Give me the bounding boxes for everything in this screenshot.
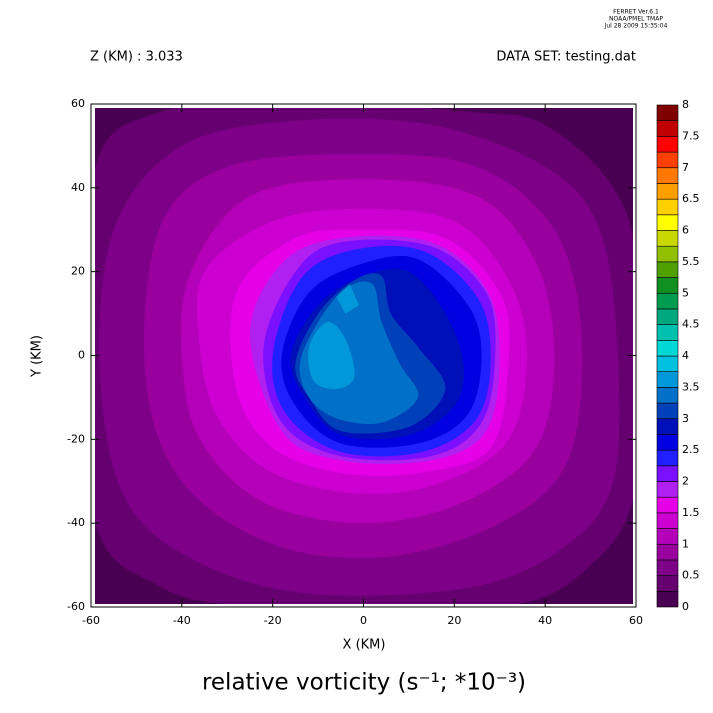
header-line: NOAA/PMEL TMAP	[609, 16, 663, 23]
colorbar-box	[656, 387, 679, 404]
colorbar-box	[656, 261, 679, 278]
colorbar-label: 2.5	[682, 443, 700, 456]
colorbar-label: 2	[682, 475, 689, 488]
colorbar-label: 3.5	[682, 380, 700, 393]
colorbar-box	[656, 402, 679, 420]
header-line: FERRET Ver.6.1	[613, 9, 659, 16]
colorbar-label: 4	[682, 349, 689, 362]
colorbar-box	[656, 512, 679, 529]
x-tick-label: 0	[360, 614, 367, 627]
contour-region	[336, 284, 359, 314]
colorbar-label: 6	[682, 224, 689, 237]
y-tick-label: 60	[71, 97, 85, 110]
subtitle-right: DATA SET: testing.dat	[496, 50, 636, 65]
colorbar-box	[656, 575, 679, 592]
colorbar-box	[656, 183, 679, 200]
colorbar-box	[656, 167, 679, 184]
colorbar-label: 3	[682, 412, 689, 425]
chart-title: relative vorticity (s⁻¹; *10⁻³)	[202, 670, 526, 696]
y-axis-label: Y (KM)	[30, 335, 45, 378]
y-tick-label: -40	[67, 516, 85, 529]
colorbar-label: 1	[682, 537, 689, 550]
colorbar-box	[656, 371, 679, 388]
y-tick-label: 0	[78, 349, 85, 362]
colorbar-box	[656, 355, 679, 372]
colorbar-box	[656, 528, 679, 545]
x-tick-label: -60	[82, 614, 100, 627]
y-tick-label: 40	[71, 181, 85, 194]
colorbar-label: 5	[682, 286, 689, 299]
x-axis-label: X (KM)	[343, 638, 386, 653]
colorbar-box	[656, 120, 679, 137]
colorbar-label: 0	[682, 600, 689, 613]
colorbar-label: 6.5	[682, 192, 700, 205]
colorbar-box	[656, 591, 679, 608]
colorbar-box	[656, 496, 679, 514]
colorbar-label: 1.5	[682, 506, 700, 519]
contour-region	[308, 321, 355, 390]
colorbar-label: 0.5	[682, 569, 700, 582]
colorbar-box	[656, 151, 679, 169]
colorbar-box	[656, 434, 679, 451]
y-tick-label: 20	[71, 265, 85, 278]
x-tick-label: 60	[629, 614, 643, 627]
colorbar-box	[656, 198, 679, 216]
colorbar-box	[656, 559, 679, 576]
colorbar-label: 4.5	[682, 318, 700, 331]
contour-field	[95, 108, 633, 604]
x-tick-label: 40	[538, 614, 552, 627]
colorbar-label: 7	[682, 161, 689, 174]
colorbar-box	[656, 324, 679, 341]
colorbar-box	[656, 245, 679, 263]
x-tick-label: -40	[173, 614, 191, 627]
x-tick-label: 20	[447, 614, 461, 627]
colorbar-label: 5.5	[682, 255, 700, 268]
colorbar-box	[656, 418, 679, 435]
colorbar-box	[656, 136, 679, 153]
colorbar-box	[656, 104, 679, 121]
colorbar: 0 0.5 1 1.5 2 2.5 3 3.5 4 4.5 5 5.5 6 6.5 7 7.5 8	[656, 98, 700, 613]
y-tick-label: -60	[67, 600, 85, 613]
colorbar-box	[656, 277, 679, 294]
subtitle-left: Z (KM) : 3.033	[90, 50, 183, 65]
colorbar-box	[656, 292, 679, 310]
colorbar-label: 8	[682, 98, 689, 111]
axes: -60 -40 -20 0 20 40 60 -60 -40 -20 0 20 40 60	[67, 97, 643, 627]
colorbar-box	[656, 543, 679, 561]
colorbar-box	[656, 230, 679, 247]
colorbar-box	[656, 449, 679, 467]
colorbar-box	[656, 214, 679, 231]
colorbar-box	[656, 308, 679, 325]
x-tick-label: -20	[264, 614, 282, 627]
colorbar-box	[656, 465, 679, 482]
colorbar-label: 7.5	[682, 129, 700, 142]
colorbar-box	[656, 481, 679, 498]
header-line: Jul 28 2009 15:35:04	[604, 23, 668, 30]
colorbar-box	[656, 340, 679, 357]
y-tick-label: -20	[67, 432, 85, 445]
